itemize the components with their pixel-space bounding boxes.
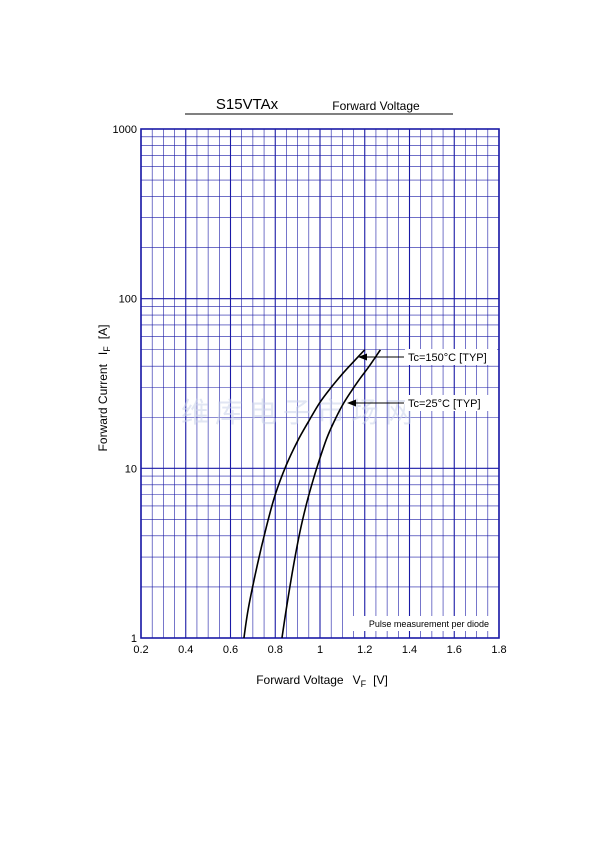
legend-25c: Tc=25°C [TYP] bbox=[347, 395, 493, 411]
y-tick-label: 100 bbox=[119, 294, 137, 306]
y-axis-label: Forward Current IF [A] bbox=[96, 325, 112, 452]
x-tick-label: 1 bbox=[317, 644, 323, 656]
x-axis-label-text: Forward Voltage bbox=[256, 673, 344, 687]
x-axis-label: Forward Voltage VF [V] bbox=[256, 673, 388, 689]
x-tick-label: 1.2 bbox=[357, 644, 372, 656]
grid-lines bbox=[140, 128, 500, 639]
curves bbox=[243, 349, 382, 639]
y-tick-label: 1000 bbox=[113, 124, 137, 136]
x-tick-label: 1.8 bbox=[491, 644, 506, 656]
watermark: 维库电子市场网 bbox=[181, 396, 419, 429]
y-axis-label-subscript: F bbox=[102, 346, 112, 352]
x-tick-label: 0.8 bbox=[268, 644, 283, 656]
x-axis-label-unit: [V] bbox=[373, 673, 388, 687]
curve-tc-150c bbox=[243, 349, 366, 639]
x-tick-label: 0.6 bbox=[223, 644, 238, 656]
chart-title: S15VTAx bbox=[216, 96, 279, 113]
x-tick-label: 1.4 bbox=[402, 644, 417, 656]
tick-labels: 0.2 0.4 0.6 0.8 1 1.2 1.4 1.6 1.8 1 10 100 1000 bbox=[113, 124, 507, 656]
x-tick-label: 0.2 bbox=[133, 644, 148, 656]
curve-tc-25c bbox=[281, 349, 382, 639]
watermark-text: 维库电子市场网 bbox=[181, 396, 419, 429]
legend-25c-arrowhead bbox=[347, 399, 356, 407]
legend-150c: Tc=150°C [TYP] bbox=[358, 349, 497, 365]
y-tick-label: 10 bbox=[125, 463, 137, 475]
y-axis-label-unit: [A] bbox=[96, 325, 110, 340]
legend-150c-arrowhead bbox=[358, 353, 367, 361]
x-axis-label-symbol: V bbox=[353, 673, 361, 687]
x-axis-label-subscript: F bbox=[361, 679, 367, 689]
x-tick-label: 0.4 bbox=[178, 644, 193, 656]
measurement-note: Pulse measurement per diode bbox=[369, 619, 489, 629]
legend-150c-label: Tc=150°C [TYP] bbox=[408, 352, 487, 364]
y-axis-label-text: Forward Current bbox=[96, 363, 110, 451]
legend-25c-label: Tc=25°C [TYP] bbox=[408, 398, 481, 410]
plot-frame bbox=[140, 128, 500, 639]
chart-subtitle: Forward Voltage bbox=[332, 99, 420, 113]
y-tick-label: 1 bbox=[131, 633, 137, 645]
x-tick-label: 1.6 bbox=[447, 644, 462, 656]
y-axis-label-symbol: I bbox=[96, 352, 110, 355]
